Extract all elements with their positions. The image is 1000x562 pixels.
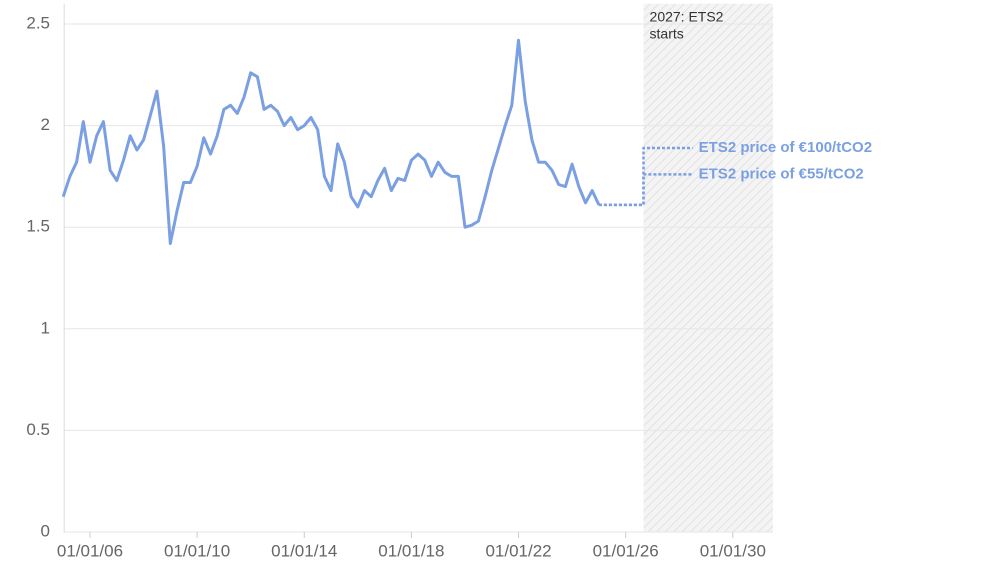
- annotation: starts: [650, 25, 684, 41]
- series-label: ETS2 price of €55/tCO2: [699, 165, 864, 182]
- x-tick-label: 01/01/18: [378, 541, 444, 560]
- annotation: 2027: ETS2: [650, 8, 724, 24]
- x-tick-label: 01/01/14: [271, 541, 337, 560]
- y-tick-label: 1.5: [26, 217, 50, 236]
- forecast-region: [643, 3, 773, 532]
- x-tick-label: 01/01/30: [700, 541, 766, 560]
- y-tick-label: 2.5: [26, 14, 50, 33]
- x-tick-label: 01/01/10: [164, 541, 230, 560]
- series-label: ETS2 price of €100/tCO2: [699, 139, 872, 156]
- x-tick-label: 01/01/06: [57, 541, 123, 560]
- y-tick-label: 0.5: [26, 420, 50, 439]
- scenario-line: [598, 173, 693, 207]
- y-tick-label: 1: [41, 318, 50, 337]
- x-tick-label: 01/01/22: [485, 541, 551, 560]
- y-tick-label: 2: [41, 115, 50, 134]
- x-tick-label: 01/01/26: [593, 541, 659, 560]
- y-tick-label: 0: [41, 521, 50, 540]
- price-line: [61, 38, 601, 245]
